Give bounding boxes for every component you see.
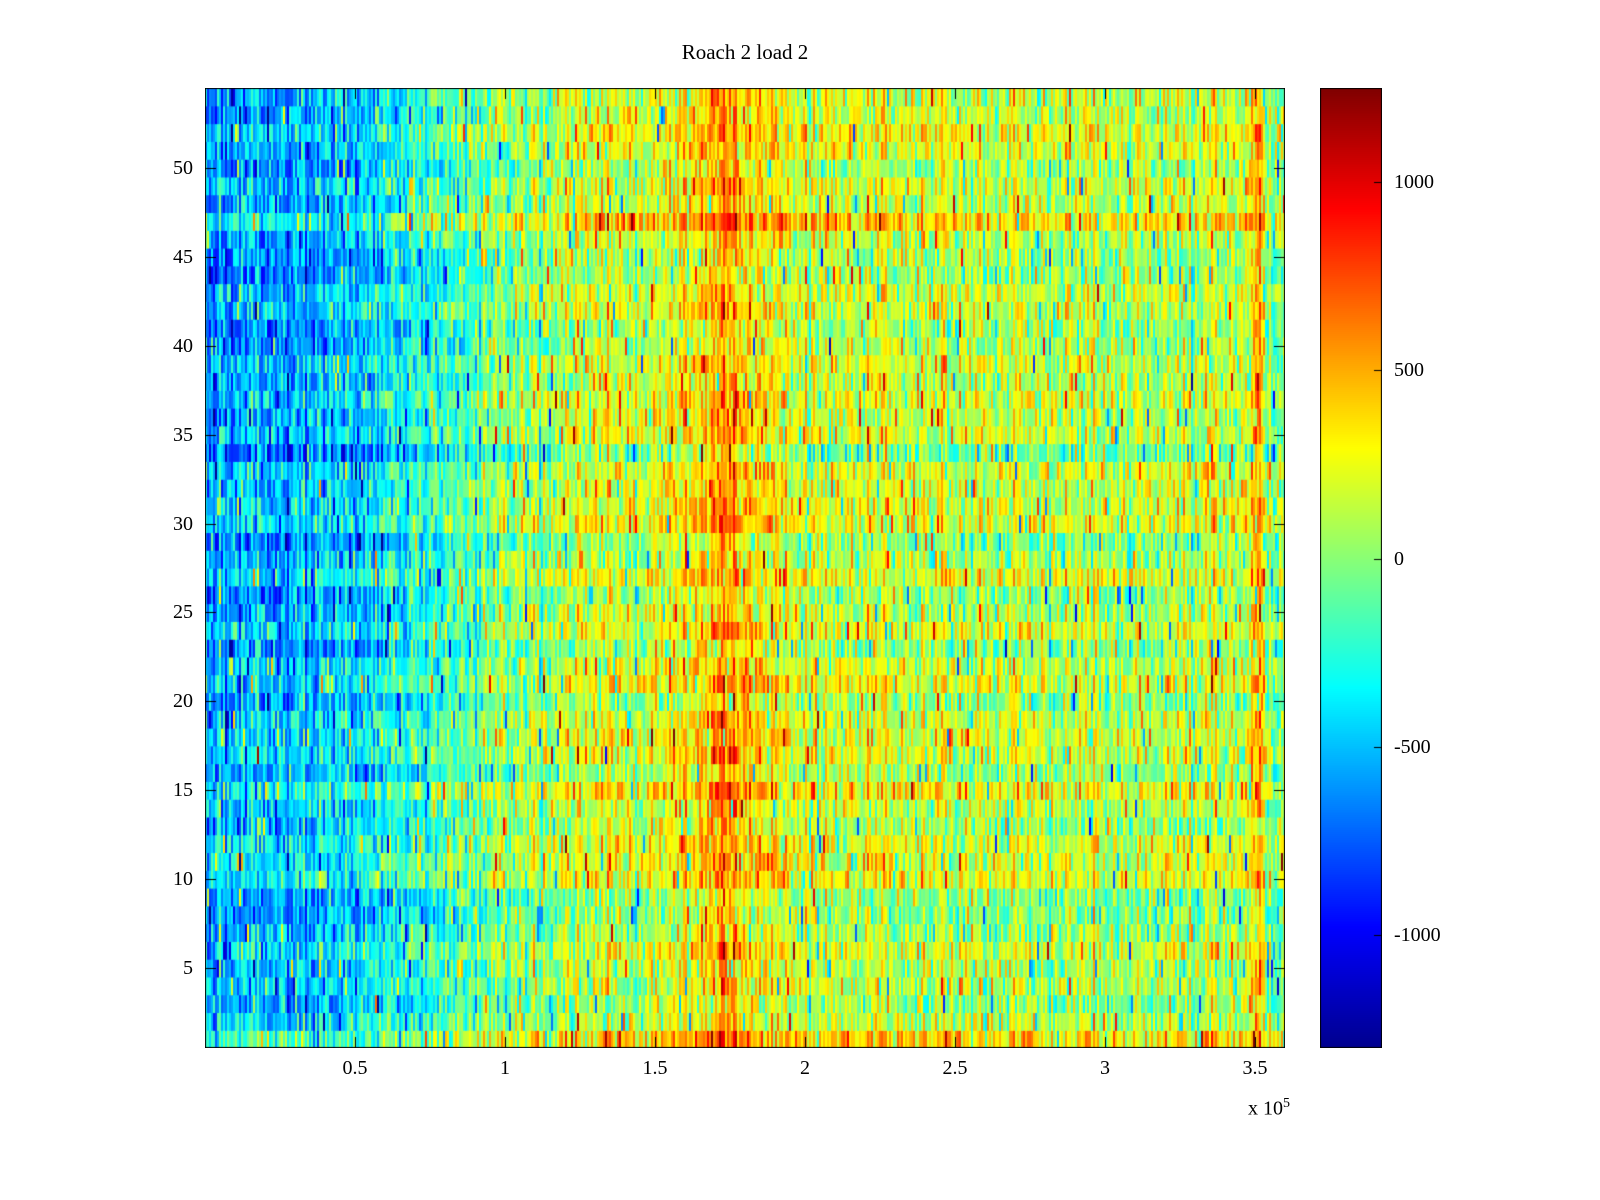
- x-axis-exponent-label: x 105: [1180, 1096, 1290, 1121]
- x-tick-label: 1: [500, 1057, 510, 1079]
- x-exponent-base: x 10: [1248, 1097, 1283, 1120]
- colorbar-tick-label: 1000: [1394, 171, 1434, 194]
- y-tick-label: 40: [173, 334, 193, 357]
- y-tick-label: 10: [173, 868, 193, 891]
- x-tick-label: 0.5: [342, 1057, 368, 1079]
- y-tick-label: 25: [173, 601, 193, 624]
- heatmap-canvas: [205, 88, 1285, 1048]
- colorbar-tick-label: 500: [1394, 359, 1424, 382]
- x-tick-label: 1.5: [642, 1057, 668, 1079]
- x-tick-label: 2.5: [942, 1057, 968, 1079]
- y-tick-label: 15: [173, 779, 193, 802]
- chart-title: Roach 2 load 2: [681, 40, 809, 64]
- x-tick-label: 3: [1100, 1057, 1110, 1079]
- x-tick-label: 3.5: [1242, 1057, 1268, 1079]
- y-tick-label: 5: [183, 957, 193, 979]
- y-tick-label: 45: [173, 245, 193, 268]
- y-tick-label: 20: [173, 690, 193, 713]
- y-tick-label: 50: [173, 157, 193, 179]
- y-tick-label: 30: [173, 512, 193, 535]
- colorbar-canvas: [1320, 88, 1382, 1048]
- colorbar-tick-label: -500: [1394, 735, 1431, 758]
- x-tick-label: 2: [800, 1057, 810, 1079]
- y-tick-label: 35: [173, 423, 193, 446]
- x-exponent-power: 5: [1283, 1096, 1290, 1111]
- colorbar-tick-label: -1000: [1394, 924, 1441, 947]
- colorbar-tick-label: 0: [1394, 547, 1404, 570]
